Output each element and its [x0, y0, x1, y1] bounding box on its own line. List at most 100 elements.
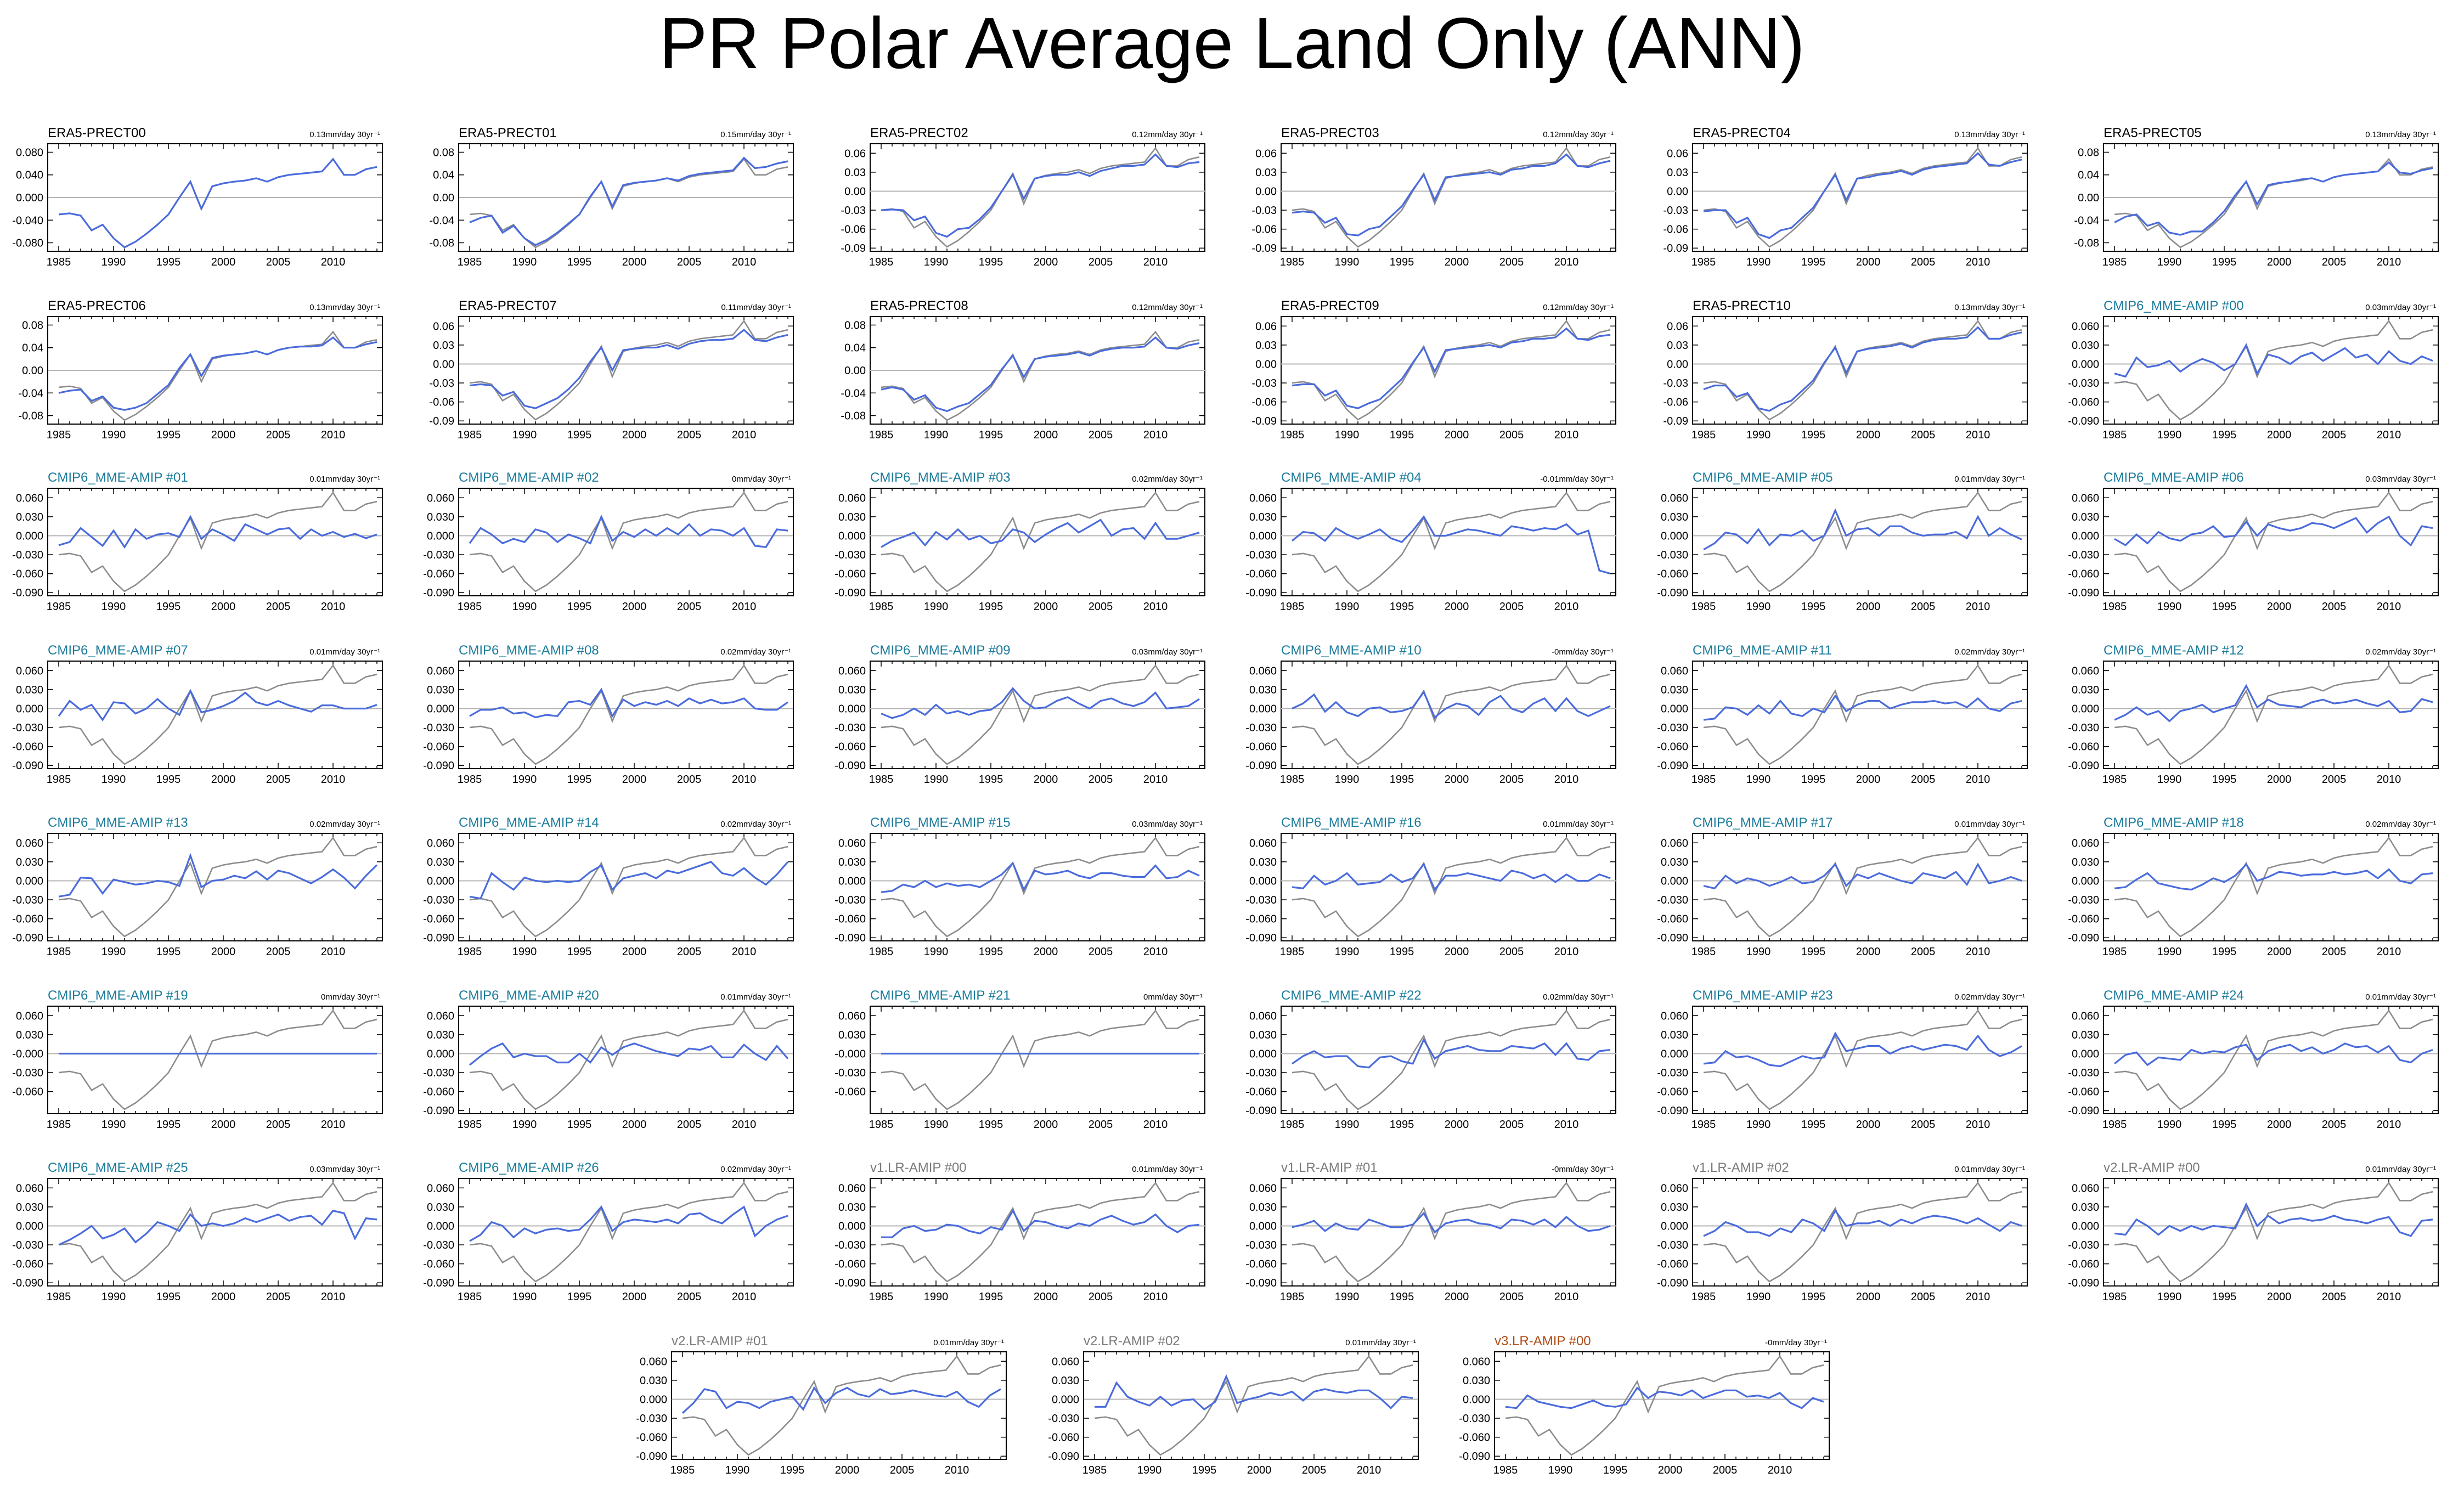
x-tick-label: 2005: [2322, 774, 2347, 786]
x-tick-label: 2010: [2377, 774, 2401, 786]
model-series-line: [1292, 327, 1611, 409]
panel-label: CMIP6_MME-AMIP #00: [2104, 298, 2244, 313]
y-tick-label: 0.060: [16, 1182, 43, 1194]
model-series-line: [1292, 153, 1611, 236]
x-tick-label: 2005: [1089, 1291, 1113, 1303]
x-tick-label: 2000: [1445, 1119, 1469, 1131]
model-series-line: [2114, 684, 2433, 723]
plot-frame: [1692, 488, 2028, 596]
x-tick-label: 1990: [512, 946, 537, 958]
x-tick-label: 2000: [1856, 601, 1881, 613]
y-tick-label: 0.060: [427, 665, 454, 677]
panel-label: v2.LR-AMIP #02: [1084, 1334, 1180, 1349]
reference-series-line: [1292, 1181, 1611, 1283]
x-tick-label: 1995: [567, 256, 592, 268]
y-tick-label: -0.060: [1657, 1086, 1688, 1098]
chart-panel: 1985 1990 1995 2000 2005 2010 -0.090 -0.060 -0.0…: [835, 1160, 1205, 1303]
y-tick-label: -0.060: [1245, 913, 1277, 926]
y-tick-label: -0.030: [1657, 549, 1688, 561]
x-tick-label: 1985: [1691, 256, 1716, 268]
y-tick-label: 0.060: [1463, 1356, 1490, 1368]
x-tick-label: 1995: [567, 946, 592, 958]
model-series-line: [881, 518, 1200, 548]
y-tick-label: -0.060: [835, 1259, 866, 1271]
reference-series-line: [1292, 836, 1611, 938]
x-tick-label: 2005: [2322, 946, 2347, 958]
x-tick-label: 1990: [1335, 256, 1360, 268]
y-tick-label: 0.030: [1249, 1029, 1277, 1041]
chart-panel: 1985 1990 1995 2000 2005 2010 -0.090 -0.060 -0.0…: [1657, 470, 2028, 613]
x-tick-label: 2010: [1554, 774, 1579, 786]
chart-panel: 1985 1990 1995 2000 2005 2010 -0.060 -0.030 -0.0…: [12, 988, 383, 1131]
y-tick-label: -0.060: [2068, 568, 2099, 580]
x-tick-label: 2010: [732, 601, 757, 613]
plot-frame: [1692, 833, 2028, 941]
panel-label: ERA5-PRECT09: [1281, 298, 1379, 313]
trend-label: 0.03mm/day 30yr⁻¹: [1132, 820, 1203, 829]
x-tick-label: 1995: [780, 1464, 805, 1476]
chart-panel: 1985 1990 1995 2000 2005 2010 -0.090 -0.060 -0.0…: [423, 1160, 794, 1303]
y-tick-label: -0.090: [423, 1277, 454, 1289]
y-tick-label: 0.060: [16, 665, 43, 677]
x-tick-label: 1990: [102, 946, 126, 958]
x-tick-label: 2000: [1034, 429, 1058, 441]
x-tick-label: 1990: [1746, 946, 1771, 958]
model-series-line: [2113, 1042, 2433, 1067]
panel-label: CMIP6_MME-AMIP #04: [1281, 470, 1422, 485]
y-tick-label: -0.030: [2068, 549, 2099, 561]
y-tick-label: 0.000: [640, 1393, 667, 1406]
x-tick-label: 2010: [1554, 1119, 1579, 1131]
model-series-line: [58, 1210, 377, 1246]
chart-panel: 1985 1990 1995 2000 2005 2010 -0.090 -0.060 -0.0…: [12, 470, 383, 613]
y-tick-label: 0.060: [1249, 1182, 1277, 1194]
x-tick-label: 1995: [2212, 429, 2237, 441]
x-tick-label: 1985: [670, 1464, 695, 1476]
y-tick-label: -0.03: [1251, 205, 1277, 217]
plot-frame: [1692, 661, 2028, 769]
y-tick-label: -0.090: [423, 932, 454, 944]
model-series-line: [58, 336, 377, 411]
y-tick-label: 0.030: [16, 856, 43, 868]
y-tick-label: -0.030: [423, 549, 454, 561]
y-tick-label: -0.090: [835, 1277, 866, 1289]
x-tick-label: 2000: [1658, 1464, 1683, 1476]
y-tick-label: 0.000: [427, 530, 454, 542]
y-tick-label: 0.030: [2072, 856, 2099, 868]
y-tick-label: 0.000: [1661, 1048, 1688, 1060]
trend-label: 0.13mm/day 30yr⁻¹: [2365, 130, 2436, 139]
reference-series-line: [58, 1181, 377, 1283]
y-tick-label: 0.030: [1661, 684, 1688, 696]
x-tick-label: 1985: [1280, 1291, 1305, 1303]
x-tick-label: 1990: [924, 1119, 949, 1131]
x-tick-label: 1995: [979, 1119, 1003, 1131]
x-tick-label: 2000: [1856, 1291, 1881, 1303]
y-tick-label: 0.030: [838, 684, 866, 696]
x-tick-label: 2000: [622, 429, 647, 441]
x-tick-label: 2000: [2267, 429, 2292, 441]
x-tick-label: 2005: [1302, 1464, 1327, 1476]
trend-label: 0.13mm/day 30yr⁻¹: [1954, 303, 2025, 312]
x-tick-label: 1990: [1335, 1291, 1360, 1303]
y-tick-label: -0.090: [2068, 415, 2099, 427]
x-tick-label: 2005: [2322, 256, 2347, 268]
y-tick-label: 0.000: [1052, 1393, 1079, 1406]
panel-label: CMIP6_MME-AMIP #15: [870, 815, 1011, 830]
x-tick-label: 1985: [47, 256, 71, 268]
chart-panel: 1985 1990 1995 2000 2005 2010 -0.090 -0.060 -0.0…: [835, 470, 1205, 613]
y-tick-label: 0.060: [427, 1182, 454, 1194]
y-tick-label: -0.060: [1657, 1259, 1688, 1271]
y-tick-label: 0.030: [2072, 1029, 2099, 1041]
y-tick-label: -0.060: [1245, 741, 1277, 753]
panel-label: CMIP6_MME-AMIP #10: [1281, 643, 1422, 658]
plot-frame: [2103, 1178, 2439, 1287]
y-tick-label: 0.00: [1255, 185, 1277, 198]
reference-series-line: [1703, 1009, 2022, 1110]
x-tick-label: 1985: [1280, 601, 1305, 613]
x-tick-label: 1990: [2157, 429, 2182, 441]
y-tick-label: -0.060: [1245, 1086, 1277, 1098]
y-tick-label: -0.09: [429, 415, 454, 427]
y-tick-label: -0.030: [1459, 1413, 1490, 1425]
x-tick-label: 2010: [1966, 256, 1991, 268]
chart-panel: 1985 1990 1995 2000 2005 2010 -0.090 -0.060 -0.0…: [835, 815, 1205, 958]
x-tick-label: 2005: [266, 1119, 291, 1131]
